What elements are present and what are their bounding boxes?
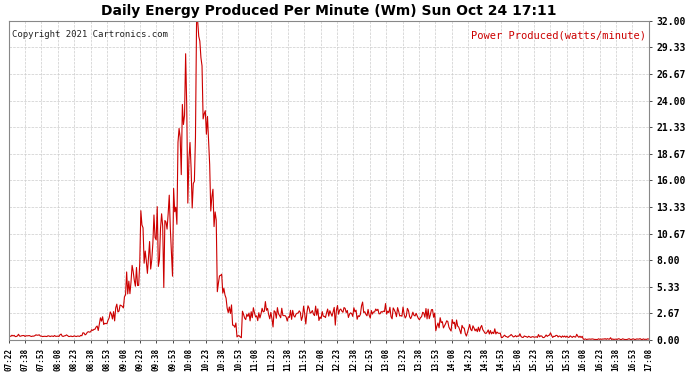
Text: Power Produced(watts/minute): Power Produced(watts/minute) — [471, 30, 646, 40]
Title: Daily Energy Produced Per Minute (Wm) Sun Oct 24 17:11: Daily Energy Produced Per Minute (Wm) Su… — [101, 4, 557, 18]
Text: Copyright 2021 Cartronics.com: Copyright 2021 Cartronics.com — [12, 30, 168, 39]
